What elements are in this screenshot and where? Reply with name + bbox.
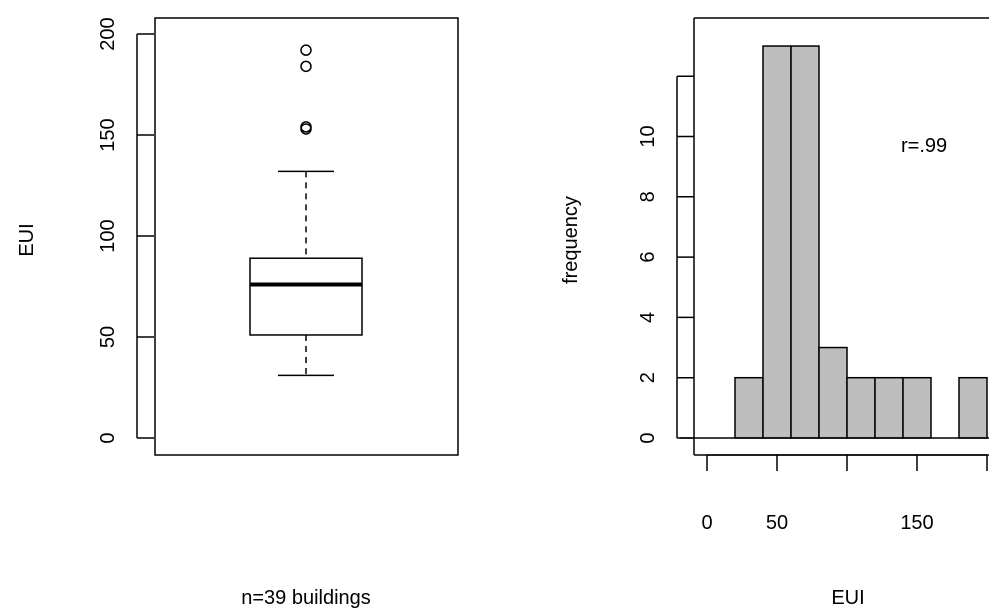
histogram-x-axis: 0 50 150 <box>701 454 988 534</box>
histogram-y-tick-label: 0 <box>637 432 659 443</box>
histogram-x-tick-label: 0 <box>701 512 712 534</box>
histogram-bar <box>846 376 876 439</box>
boxplot-marks <box>249 44 363 377</box>
boxplot-y-tick-label: 200 <box>97 17 119 50</box>
histogram-annotation: r=.99 <box>901 135 947 157</box>
boxplot-y-tick-label: 150 <box>97 118 119 151</box>
histogram-bar <box>734 376 764 439</box>
boxplot-y-axis-label: EUI <box>16 223 38 256</box>
boxplot-y-tick-label: 0 <box>97 432 119 443</box>
histogram-bar <box>818 346 848 439</box>
histogram-y-tick-label: 6 <box>637 252 659 263</box>
boxplot-y-tick-label: 100 <box>97 219 119 252</box>
histogram-x-tick-label: 50 <box>766 512 788 534</box>
boxplot-frame <box>154 17 459 456</box>
boxplot-outlier <box>300 121 312 133</box>
boxplot-y-axis: 0 50 100 150 200 <box>97 17 154 444</box>
histogram-y-tick-label: 8 <box>637 191 659 202</box>
histogram-y-tick-label: 2 <box>637 372 659 383</box>
histogram-x-axis-label: EUI <box>831 587 864 609</box>
histogram-x-tick-label: 150 <box>900 512 933 534</box>
histogram-bar <box>874 376 904 439</box>
boxplot-box <box>249 257 363 336</box>
histogram-y-axis-label: frequency <box>560 196 582 284</box>
histogram-y-tick-label: 10 <box>637 125 659 147</box>
boxplot-x-axis-label: n=39 buildings <box>241 587 371 609</box>
histogram-bars <box>734 45 988 439</box>
boxplot-outlier <box>300 44 312 56</box>
histogram-bar <box>762 45 792 439</box>
histogram-bar <box>902 376 932 439</box>
boxplot-y-tick-label: 50 <box>97 326 119 348</box>
histogram-bar <box>790 45 820 439</box>
histogram-panel: 0 2 4 6 8 10 0 50 150 r=.99 frequency EUI <box>560 17 989 609</box>
boxplot-panel: 0 50 100 150 200 EUI n=39 buildings <box>16 17 459 609</box>
histogram-y-tick-label: 4 <box>637 312 659 323</box>
histogram-bar <box>958 376 988 439</box>
boxplot-outlier <box>300 60 312 73</box>
histogram-y-axis: 0 2 4 6 8 10 <box>637 75 694 444</box>
